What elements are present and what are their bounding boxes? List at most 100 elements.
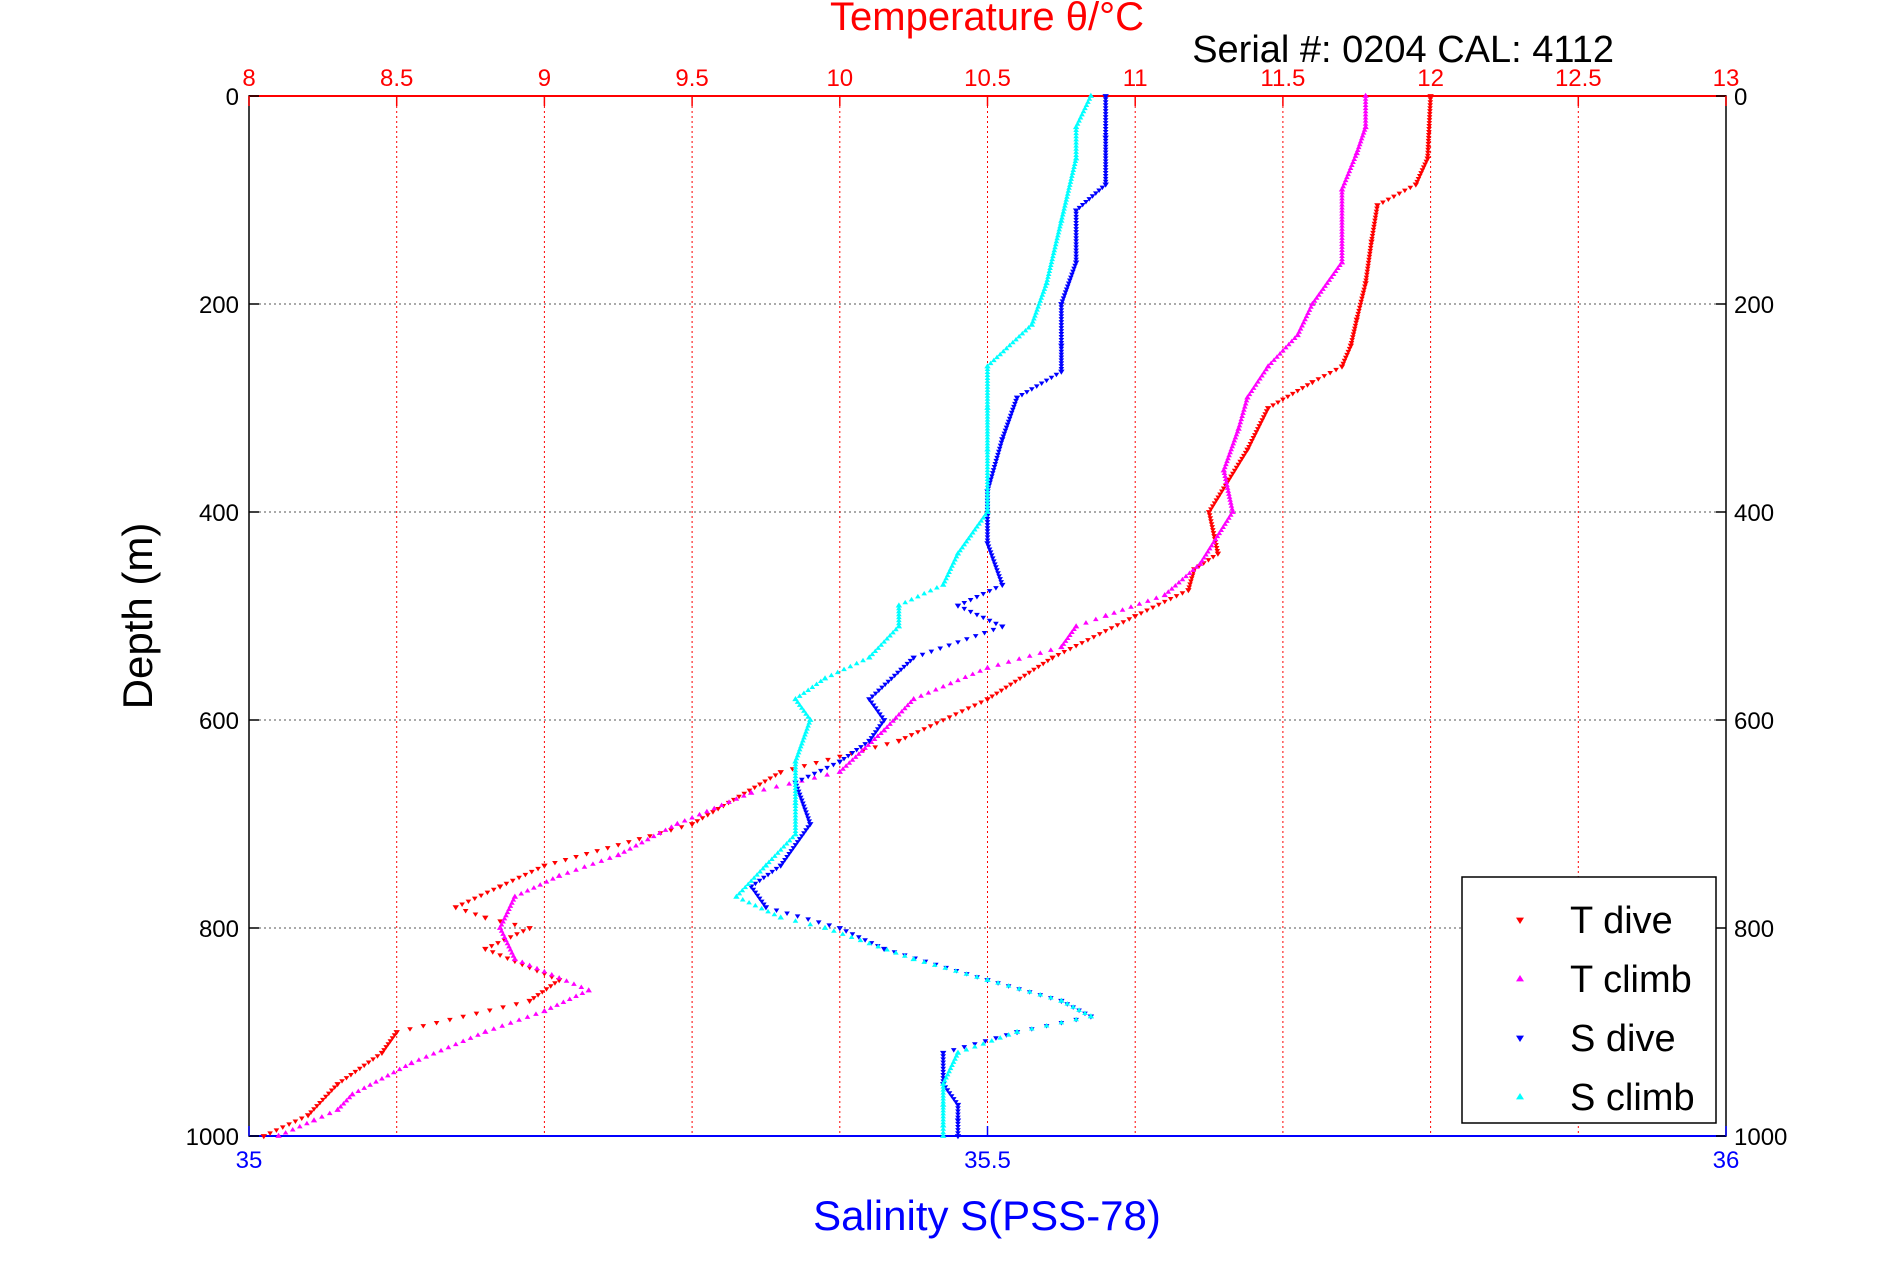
- data-point: [1003, 685, 1009, 691]
- data-point: [984, 473, 991, 479]
- data-point: [1003, 345, 1010, 351]
- data-point: [1338, 259, 1346, 265]
- data-point: [1186, 570, 1193, 576]
- data-point: [1419, 168, 1426, 173]
- data-point: [893, 950, 899, 955]
- data-point: [1220, 467, 1228, 473]
- data-point: [1099, 185, 1106, 191]
- data-point: [1073, 220, 1079, 226]
- data-point: [984, 417, 991, 422]
- data-point: [955, 1112, 961, 1117]
- data-point: [954, 1102, 962, 1108]
- data-point: [1058, 369, 1065, 375]
- data-point: [337, 1104, 344, 1109]
- data-point: [1145, 598, 1151, 603]
- data-point: [1427, 100, 1434, 105]
- data-point: [1339, 244, 1345, 249]
- data-point: [564, 870, 571, 875]
- data-point: [1102, 103, 1109, 108]
- data-point: [1208, 507, 1214, 512]
- data-point: [928, 649, 935, 655]
- data-point: [1362, 124, 1369, 130]
- data-point: [361, 1063, 368, 1069]
- data-point: [1355, 144, 1362, 150]
- data-point: [955, 1128, 961, 1133]
- data-point: [813, 681, 820, 687]
- data-point: [607, 855, 613, 860]
- data-point: [1353, 320, 1359, 326]
- data-point: [984, 366, 991, 372]
- data-point: [799, 705, 805, 710]
- data-point: [1422, 162, 1428, 167]
- data-point: [794, 914, 801, 919]
- data-point: [1339, 195, 1345, 201]
- data-point: [984, 479, 991, 484]
- data-point: [420, 1024, 427, 1029]
- data-point: [940, 1090, 946, 1095]
- data-point: [289, 1126, 296, 1132]
- data-point: [1359, 133, 1366, 138]
- data-point: [1362, 115, 1369, 120]
- data-point: [1270, 403, 1276, 408]
- data-point: [1065, 188, 1072, 193]
- data-point: [1188, 576, 1195, 581]
- data-point: [1071, 164, 1077, 169]
- data-point: [1058, 317, 1065, 322]
- data-point: [381, 1048, 387, 1053]
- data-point: [1058, 997, 1065, 1003]
- data-point: [1370, 230, 1376, 236]
- data-point: [733, 796, 740, 801]
- data-point: [799, 798, 805, 804]
- data-point: [1085, 638, 1091, 643]
- data-point: [1327, 370, 1333, 376]
- data-point: [1019, 330, 1026, 336]
- data-point: [1338, 186, 1346, 192]
- data-point: [1073, 239, 1079, 244]
- data-point: [795, 789, 802, 795]
- data-point: [543, 879, 550, 884]
- data-point: [757, 869, 763, 874]
- data-point: [1342, 355, 1349, 361]
- data-point: [1253, 430, 1260, 435]
- legend-items: T dive T climb S dive S climb: [1516, 900, 1695, 1119]
- data-point: [984, 976, 991, 982]
- data-point: [792, 758, 799, 764]
- data-point: [771, 911, 778, 917]
- legend-label: S climb: [1570, 1077, 1695, 1119]
- y-tick-label-right: 200: [1734, 292, 1774, 319]
- series-s-dive: [747, 94, 1109, 1140]
- data-point: [1073, 149, 1079, 154]
- data-point: [896, 614, 902, 620]
- data-point: [1040, 661, 1047, 667]
- data-point: [585, 987, 592, 993]
- data-point: [984, 446, 991, 452]
- data-point: [1226, 515, 1232, 520]
- data-point: [984, 402, 991, 407]
- data-point: [1326, 277, 1333, 282]
- data-point: [1079, 202, 1086, 208]
- data-point: [940, 1107, 946, 1113]
- data-point: [1373, 212, 1379, 218]
- data-point: [1185, 588, 1192, 594]
- data-point: [869, 694, 876, 700]
- data-point: [1102, 179, 1109, 185]
- data-point: [919, 652, 926, 658]
- data-point: [1349, 338, 1355, 343]
- data-point: [1227, 512, 1234, 517]
- data-point: [1264, 363, 1272, 369]
- data-point: [650, 833, 657, 839]
- data-point: [1356, 141, 1363, 147]
- data-point: [1167, 596, 1174, 602]
- data-point: [980, 592, 987, 597]
- data-point: [1420, 165, 1427, 170]
- data-point: [1203, 552, 1209, 557]
- data-point: [1068, 275, 1074, 281]
- data-point: [1091, 635, 1097, 640]
- data-point: [984, 535, 991, 540]
- data-point: [984, 363, 991, 369]
- data-point: [1227, 500, 1234, 505]
- data-point: [1339, 232, 1345, 237]
- data-point: [1058, 217, 1065, 223]
- data-point: [554, 1002, 560, 1007]
- data-point: [543, 987, 550, 992]
